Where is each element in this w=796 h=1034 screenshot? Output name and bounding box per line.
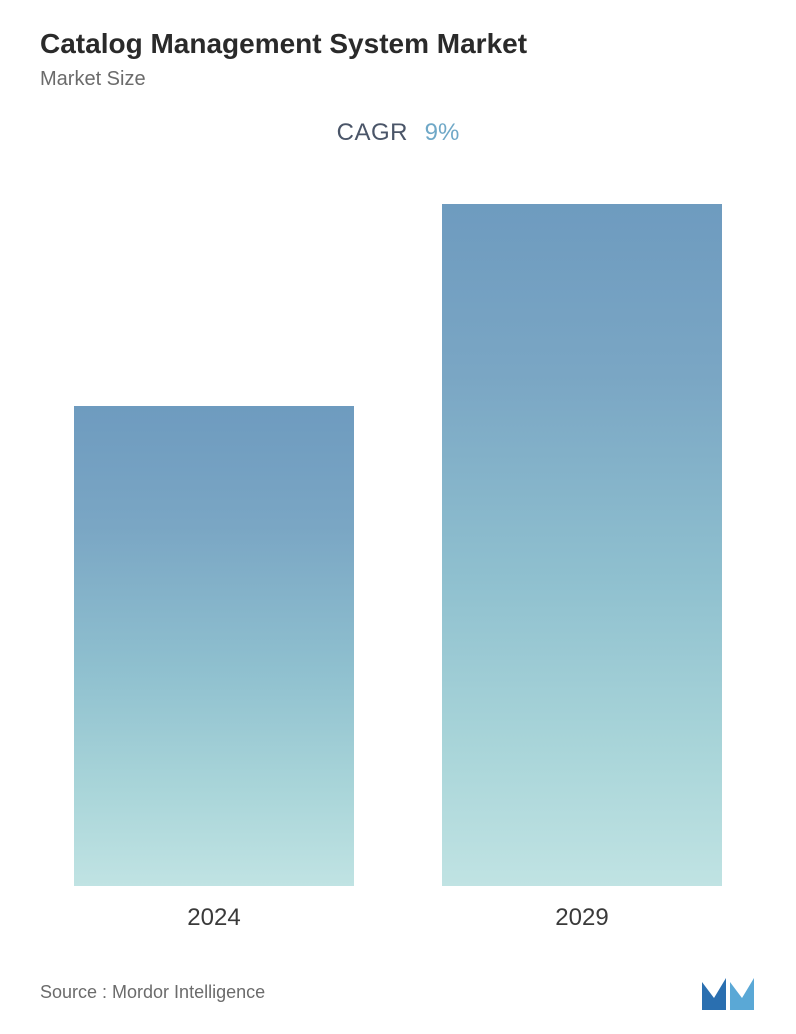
bar-2029 [442, 204, 722, 886]
bar-chart: 2024 2029 [40, 167, 756, 942]
bar-label-2024: 2024 [187, 904, 240, 932]
bar-group-2029: 2029 [438, 204, 726, 932]
cagr-label: CAGR [337, 119, 408, 146]
page-subtitle: Market Size [40, 68, 756, 91]
bar-2024 [74, 406, 354, 886]
cagr-value: 9% [425, 119, 460, 146]
bar-label-2029: 2029 [555, 904, 608, 932]
page-title: Catalog Management System Market [40, 28, 756, 60]
footer: Source : Mordor Intelligence [40, 942, 756, 1014]
source-text: Source : Mordor Intelligence [40, 982, 265, 1003]
mordor-logo-icon [700, 972, 756, 1012]
chart-container: Catalog Management System Market Market … [0, 0, 796, 1034]
cagr-row: CAGR 9% [40, 119, 756, 147]
bar-group-2024: 2024 [70, 406, 358, 932]
